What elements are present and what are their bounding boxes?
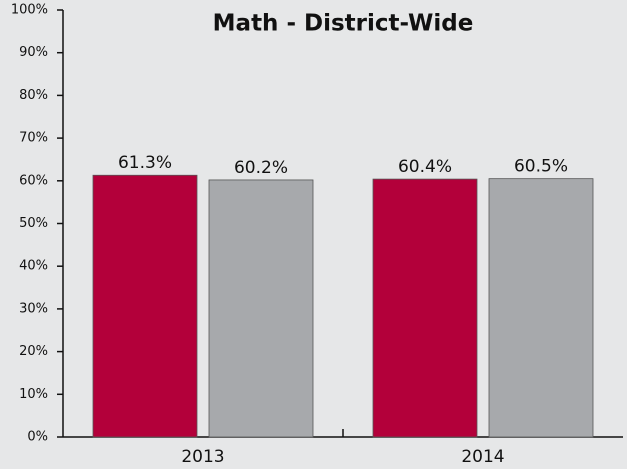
y-tick-label: 30% <box>19 301 48 316</box>
y-tick-label: 20% <box>19 344 48 359</box>
bar <box>372 178 478 438</box>
chart-title: Math - District-Wide <box>213 11 474 37</box>
bar <box>208 179 314 438</box>
value-label: 60.5% <box>514 157 568 177</box>
value-label: 60.4% <box>398 157 452 177</box>
bar <box>488 178 594 438</box>
y-tick-label: 40% <box>19 259 48 274</box>
y-tick-label: 0% <box>27 430 48 445</box>
y-tick-label: 50% <box>19 216 48 231</box>
y-tick-label: 70% <box>19 131 48 146</box>
y-tick-label: 60% <box>19 173 48 188</box>
value-label: 60.2% <box>234 158 288 178</box>
y-tick-label: 80% <box>19 88 48 103</box>
bar <box>92 174 198 438</box>
x-tick-label: 2013 <box>181 447 224 467</box>
y-tick-label: 10% <box>19 387 48 402</box>
value-label: 61.3% <box>118 153 172 173</box>
x-tick-label: 2014 <box>461 447 504 467</box>
y-tick-label: 100% <box>11 3 48 18</box>
y-tick-label: 90% <box>19 45 48 60</box>
